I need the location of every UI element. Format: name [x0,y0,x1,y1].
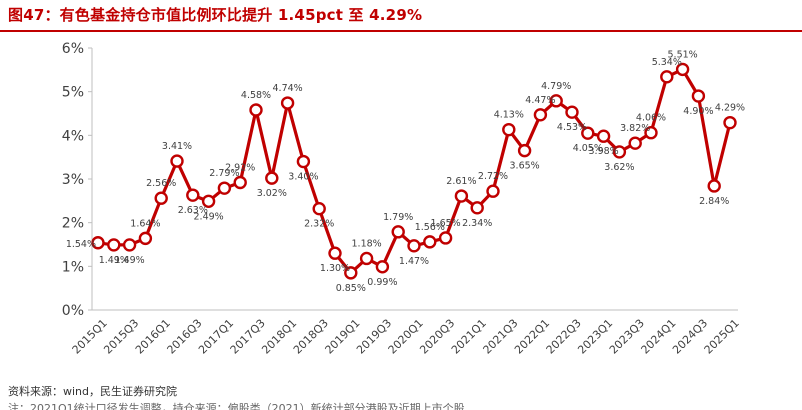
y-tick-label: 0% [62,303,84,319]
data-point [691,89,706,103]
data-label: 0.85% [336,283,366,294]
data-point [107,238,121,252]
data-point [502,122,516,137]
y-tick-label: 2% [62,216,84,232]
data-label: 4.58% [241,90,271,101]
x-axis: 2015Q12015Q32016Q12016Q32017Q12017Q32018… [70,309,742,357]
data-point [265,171,279,185]
data-point [391,225,405,239]
data-point [186,188,200,202]
data-label: 4.79% [541,81,571,92]
data-point [723,115,737,130]
x-tick-label: 2025Q1 [702,317,742,357]
title-underline [0,30,802,32]
data-label: 3.65% [510,161,540,172]
data-label: 4.74% [273,83,303,94]
data-label: 2.72% [478,171,508,182]
data-label: 3.41% [162,141,192,152]
source-note: 资料来源：wind，民生证券研究院 [8,385,178,398]
data-label: 0.99% [367,277,397,288]
data-label: 4.47% [525,95,555,106]
data-label: 5.51% [668,49,698,60]
data-point [486,184,500,198]
data-label: 4.90% [683,106,713,117]
data-point [407,239,421,253]
data-label: 4.53% [557,122,587,133]
data-point [707,179,721,193]
data-point [217,181,232,195]
data-label: 1.65% [431,218,461,229]
data-point [660,70,674,84]
data-label: 2.84% [699,196,729,207]
line-chart: 0% 1% 2% 3% 4% 5% 6% 2015Q12015Q32016Q12016Q32… [62,41,745,357]
data-point [138,231,153,246]
data-point [581,126,595,140]
data-point [454,189,469,203]
data-point [91,236,105,250]
data-label: 4.06% [636,113,666,124]
data-label: 2.92% [225,162,255,173]
data-point [122,238,137,252]
data-label: 3.98% [589,146,619,157]
data-point [596,129,611,143]
data-label: 2.63% [178,205,208,216]
y-tick-label: 1% [62,259,84,275]
data-point [328,246,342,260]
data-label: 4.05% [573,143,603,154]
data-label: 3.02% [257,188,287,199]
data-label: 1.56% [415,222,445,233]
data-label: 1.18% [352,238,382,249]
data-point [644,126,658,140]
data-point [170,154,184,168]
data-label: 3.82% [620,123,650,134]
data-points [91,62,737,280]
data-label: 2.56% [146,178,176,189]
data-label: 1.49% [115,255,145,266]
data-point [517,143,532,158]
data-label: 5.34% [652,57,682,68]
data-point [296,154,311,169]
data-point [549,94,563,108]
data-label: 1.49% [99,255,129,266]
data-point [359,251,374,266]
data-label: 2.61% [446,176,476,187]
data-label: 1.54% [66,239,96,250]
chart-title: 图47：有色基金持仓市值比例环比提升 1.45pct 至 4.29% [8,6,423,24]
data-label: 1.79% [383,212,413,223]
data-label: 3.62% [604,162,634,173]
data-label: 4.29% [715,103,745,114]
footnote: 注：2021Q1统计口径发生调整，持仓来源：偏股类（2021）新统计部分港股及近… [8,402,465,410]
data-label: 1.30% [320,263,350,274]
data-point [628,136,642,150]
y-axis: 0% 1% 2% 3% 4% 5% 6% [62,41,93,319]
data-label: 1.47% [399,256,429,267]
data-point [280,96,295,110]
data-point [423,235,437,249]
data-point [201,194,216,208]
data-point [675,62,690,77]
data-label: 4.13% [494,110,524,121]
data-label: 2.32% [304,219,334,230]
data-point [249,103,263,117]
data-point [533,108,548,122]
y-tick-label: 6% [62,41,84,57]
data-labels: 1.54%1.49%1.49%1.64%2.56%3.41%2.63%2.49%… [66,49,745,293]
y-tick-label: 3% [62,172,84,188]
y-tick-label: 5% [62,85,84,101]
data-label: 1.64% [130,218,160,229]
data-point [565,105,579,119]
data-point [612,145,627,159]
data-point [154,191,168,205]
data-point [312,201,326,216]
data-label: 2.34% [462,218,492,229]
data-label: 2.49% [194,211,224,222]
data-point [470,201,484,215]
y-tick-label: 4% [62,128,84,144]
data-label: 2.79% [209,168,239,179]
data-label: 3.40% [288,172,318,183]
data-point [344,266,358,280]
data-point [375,260,390,274]
data-point [438,231,453,245]
data-point [233,175,247,190]
